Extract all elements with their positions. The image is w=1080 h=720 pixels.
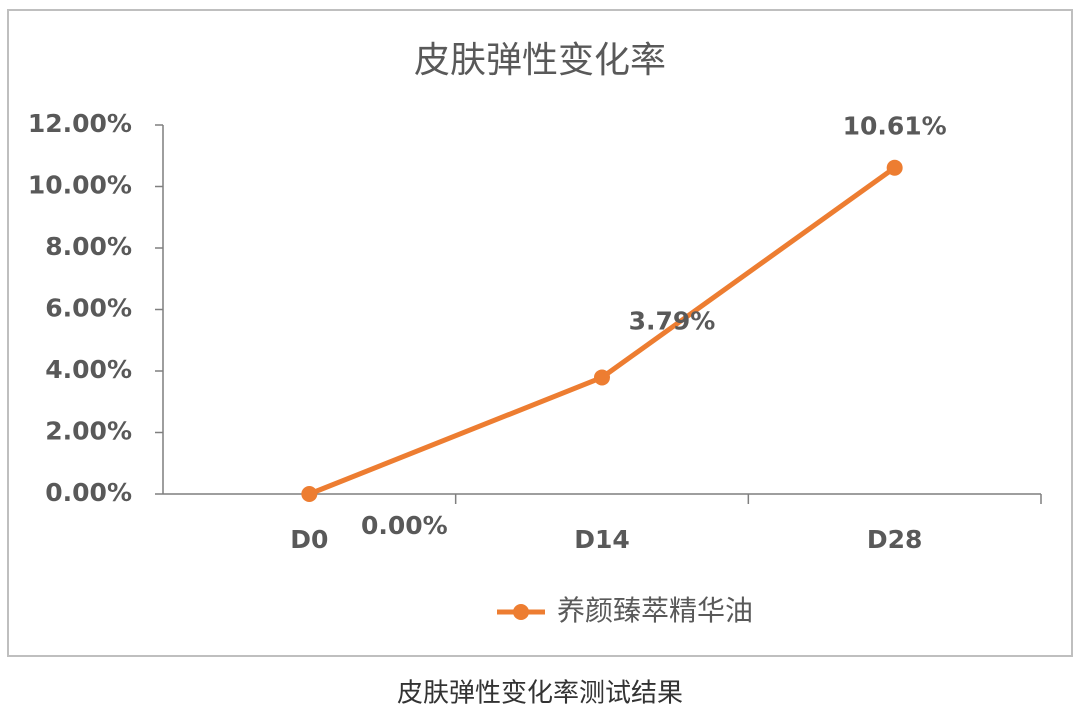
y-tick-label: 0.00% — [45, 478, 132, 507]
x-tick-label: D28 — [867, 525, 923, 554]
data-label: 10.61% — [843, 112, 947, 141]
marker — [594, 369, 610, 386]
y-tick-label: 12.00% — [28, 109, 132, 138]
y-tick-label: 10.00% — [28, 171, 132, 200]
data-label: 3.79% — [629, 306, 716, 335]
caption: 皮肤弹性变化率测试结果 — [397, 679, 683, 709]
legend-marker — [513, 604, 529, 620]
y-tick-label: 8.00% — [45, 232, 132, 261]
y-tick-label: 6.00% — [45, 294, 132, 323]
marker — [301, 486, 318, 502]
chart-border — [7, 9, 1073, 657]
legend-label: 养颜臻萃精华油 — [557, 594, 753, 627]
x-tick-label: D0 — [290, 525, 328, 554]
y-tick-label: 4.00% — [45, 355, 132, 384]
chart-title: 皮肤弹性变化率 — [414, 40, 666, 81]
data-label: 0.00% — [361, 511, 448, 540]
x-tick-label: D14 — [574, 525, 630, 554]
marker — [886, 159, 903, 176]
y-tick-label: 2.00% — [45, 417, 132, 446]
